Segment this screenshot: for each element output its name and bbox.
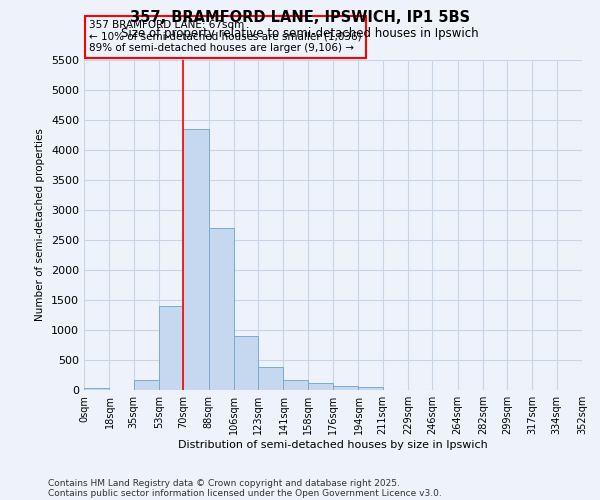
- Bar: [258, 367, 283, 390]
- Bar: [159, 306, 183, 390]
- Bar: [209, 228, 234, 390]
- Bar: [234, 336, 258, 390]
- Y-axis label: Number of semi-detached properties: Number of semi-detached properties: [35, 128, 46, 322]
- Bar: [283, 380, 308, 390]
- Text: Contains HM Land Registry data © Crown copyright and database right 2025.: Contains HM Land Registry data © Crown c…: [48, 478, 400, 488]
- Text: Size of property relative to semi-detached houses in Ipswich: Size of property relative to semi-detach…: [121, 28, 479, 40]
- Bar: [134, 380, 159, 390]
- Bar: [333, 386, 358, 390]
- X-axis label: Distribution of semi-detached houses by size in Ipswich: Distribution of semi-detached houses by …: [178, 440, 488, 450]
- Bar: [183, 129, 209, 390]
- Bar: [358, 388, 383, 390]
- Bar: [84, 388, 109, 390]
- Bar: [308, 384, 333, 390]
- Text: 357, BRAMFORD LANE, IPSWICH, IP1 5BS: 357, BRAMFORD LANE, IPSWICH, IP1 5BS: [130, 10, 470, 25]
- Text: Contains public sector information licensed under the Open Government Licence v3: Contains public sector information licen…: [48, 488, 442, 498]
- Text: 357 BRAMFORD LANE: 67sqm
← 10% of semi-detached houses are smaller (1,036)
89% o: 357 BRAMFORD LANE: 67sqm ← 10% of semi-d…: [89, 20, 362, 54]
